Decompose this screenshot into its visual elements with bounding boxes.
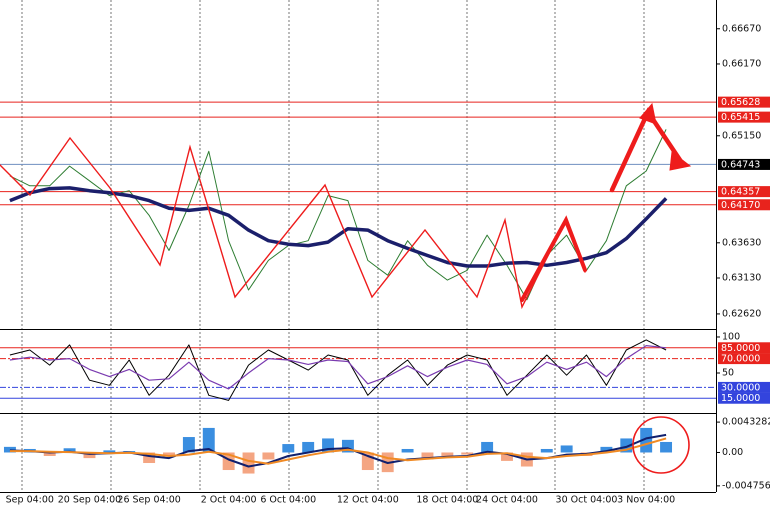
histogram-bar [481, 441, 494, 453]
x-tick-label: 24 Oct 04:00 [476, 495, 538, 506]
x-tick-label: 20 Sep 04:00 [58, 495, 121, 506]
histogram-bar [222, 452, 235, 471]
level-label: 0.64170 [721, 200, 760, 211]
histogram-bar [560, 445, 573, 453]
level-label-box [718, 199, 770, 211]
y-tick-label: 100 [722, 331, 740, 342]
histogram-bar [322, 438, 335, 453]
y-tick-label: 0.00 [722, 447, 743, 458]
y-tick-label: 0.0043282 [722, 417, 770, 428]
histogram-bar [461, 452, 474, 455]
x-tick-label: 6 Oct 04:00 [260, 495, 316, 506]
histogram-bar [182, 437, 195, 453]
y-tick-label: -0.004756 [722, 480, 770, 491]
arrow-head [669, 151, 692, 171]
level-label-box [718, 342, 770, 354]
histogram-bar [441, 452, 454, 456]
level-label: 0.64357 [721, 187, 760, 198]
x-tick-label: 26 Sep 04:00 [117, 495, 180, 506]
histogram-bar [43, 452, 56, 456]
histogram-bar [341, 439, 354, 453]
histogram-bar [202, 427, 215, 453]
annotations [0, 102, 692, 474]
level-label-box [718, 381, 770, 393]
level-label: 85.0000 [721, 343, 760, 354]
annotation-arrow [520, 215, 587, 302]
x-tick-label: 18 Oct 04:00 [416, 495, 478, 506]
histogram-bar [262, 452, 275, 460]
level-label: 0.64743 [721, 159, 760, 170]
level-label-box [718, 392, 770, 404]
plot: 0.66670 0.66170 0.65150 0.63630 0.63130 0.626… [0, 23, 770, 506]
x-tick-label: Sep 04:00 [6, 495, 54, 506]
level-label: 70.0000 [721, 354, 760, 365]
histogram-bar [640, 427, 653, 453]
histogram-bar [103, 450, 116, 453]
level-label: 30.0000 [721, 382, 760, 393]
arrow-head [639, 102, 657, 125]
histogram-bar [501, 452, 513, 461]
x-tick-label: 12 Oct 04:00 [337, 495, 399, 506]
x-tick-label: 30 Oct 04:00 [556, 495, 618, 506]
histogram-bar [421, 452, 434, 460]
histogram-bar [302, 441, 315, 453]
y-tick-label: 0.63130 [722, 273, 761, 284]
y-tick-label: 0.62620 [722, 308, 761, 319]
x-tick-label: 2 Oct 04:00 [201, 495, 257, 506]
y-tick-label: 0.65150 [722, 130, 761, 141]
histogram-bar [163, 452, 175, 456]
level-label-box [718, 353, 770, 365]
histogram-bar [540, 448, 553, 453]
trend-zigzag [0, 136, 586, 310]
y-tick-label: 0.66670 [722, 23, 761, 34]
histogram-bar [282, 444, 295, 453]
histogram-bar [401, 448, 414, 453]
y-tick-label: 50 [722, 368, 734, 379]
histogram-bar [242, 452, 255, 474]
series-line [9, 345, 667, 390]
histogram-bar [660, 441, 673, 453]
level-label: 0.65628 [721, 97, 760, 108]
histogram-bar [143, 452, 156, 464]
histogram-bar [600, 446, 613, 453]
x-tick-label: 3 Nov 04:00 [617, 495, 675, 506]
level-label-box [718, 186, 770, 198]
histogram-bar [63, 448, 76, 453]
level-label-box [718, 96, 770, 108]
series-line [9, 186, 668, 268]
panel-borders [0, 0, 717, 493]
y-tick-label: 0.63630 [722, 237, 761, 248]
level-label-box [718, 158, 770, 170]
histogram-bar [361, 452, 374, 471]
level-label-box [718, 111, 770, 123]
series-line [9, 437, 667, 465]
histogram-bar [620, 438, 633, 453]
highlight-circle [632, 416, 690, 474]
y-tick-label: 0.66170 [722, 58, 761, 69]
histogram-bar [83, 452, 96, 459]
level-label: 0.65415 [721, 112, 760, 123]
level-label: 15.0000 [721, 393, 760, 404]
